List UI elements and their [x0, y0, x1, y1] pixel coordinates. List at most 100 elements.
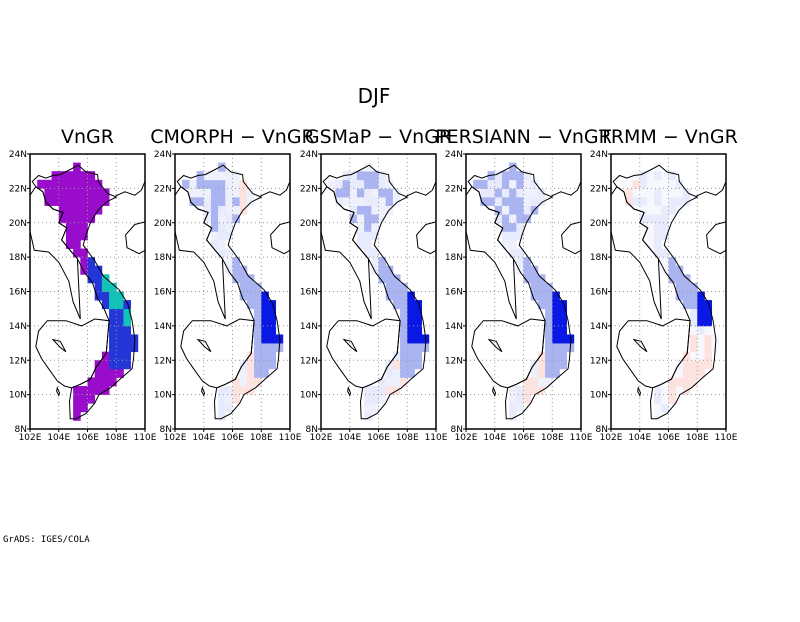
grid-cell: [400, 343, 408, 353]
grid-cell: [371, 171, 379, 181]
grid-cell: [654, 162, 662, 172]
y-tick-label: 12N: [590, 356, 608, 366]
grid-cell: [668, 257, 677, 267]
y-tick-label: 8N: [160, 425, 172, 435]
y-tick-label: 8N: [15, 425, 27, 435]
grid-cell: [232, 257, 241, 267]
grid-cell: [378, 188, 387, 198]
grid-cell: [116, 351, 124, 361]
grid-cell: [239, 368, 248, 378]
grid-cell: [400, 300, 408, 310]
grid-cell: [516, 231, 524, 241]
grid-cell: [480, 188, 488, 198]
grid-cell: [268, 343, 277, 353]
grid-cell: [73, 403, 81, 413]
grid-cell: [80, 386, 88, 396]
grid-cell: [254, 377, 262, 387]
grid-cell: [559, 308, 568, 318]
grid-cell: [80, 248, 88, 258]
grid-cell: [101, 274, 110, 284]
grid-cell: [501, 196, 510, 206]
grid-cell: [364, 248, 372, 258]
grid-cell: [94, 196, 103, 206]
grid-cell: [552, 308, 560, 318]
grid-cell: [239, 377, 248, 387]
grid-cell: [516, 222, 524, 232]
grid-cell: [501, 222, 510, 232]
grid-cell: [371, 188, 379, 198]
grid-cell: [400, 377, 408, 387]
grid-cell: [261, 325, 269, 335]
grid-cell: [516, 179, 524, 189]
grid-cell: [509, 411, 517, 421]
grid-cell: [385, 274, 394, 284]
border-line: [326, 318, 401, 389]
grid-cell: [509, 403, 517, 413]
x-tick-label: 106E: [657, 433, 680, 443]
grid-cell: [268, 317, 277, 327]
grid-cell: [654, 205, 662, 215]
coastlines: [175, 164, 290, 420]
grid-cell: [385, 291, 394, 301]
grid-cell: [704, 351, 713, 361]
grid-cell: [246, 351, 255, 361]
grid-cell: [654, 222, 662, 232]
grid-cell: [552, 334, 560, 344]
panel-0: 102E 104E 106E 108E 110E 8N 10N 12N 14N 16N 18N 20N…: [9, 126, 157, 443]
grid-cell: [494, 205, 503, 215]
grid-cell: [697, 325, 705, 335]
grid-cell: [661, 214, 669, 224]
grid-cell: [392, 377, 401, 387]
grid-cell: [639, 179, 648, 189]
grid-cell: [364, 196, 372, 206]
grid-cell: [654, 196, 662, 206]
grid-cell: [116, 317, 124, 327]
grid-cell: [335, 179, 343, 189]
grid-cell: [378, 196, 387, 206]
grid-cell: [232, 214, 241, 224]
grid-cell: [400, 360, 408, 370]
x-tick-label: 102E: [310, 433, 333, 443]
grid-cell: [392, 282, 401, 292]
grid-cell: [210, 171, 219, 181]
grid-cell: [682, 196, 691, 206]
grid-cell: [371, 257, 379, 267]
grid-cell: [509, 179, 517, 189]
grid-cell: [407, 300, 415, 310]
grid-cell: [87, 171, 96, 181]
grid-cell: [225, 171, 233, 181]
grid-cell: [552, 343, 560, 353]
grid-cell: [501, 214, 510, 224]
grid-cell: [646, 188, 655, 198]
grid-cell: [239, 386, 248, 396]
grid-cell: [414, 334, 423, 344]
grid-cell: [392, 351, 401, 361]
grid-cell: [682, 351, 691, 361]
grid-cell: [392, 196, 401, 206]
grid-cell: [225, 403, 233, 413]
grid-cell: [239, 274, 248, 284]
grid-cell: [73, 214, 81, 224]
grid-cell: [261, 351, 269, 361]
grid-cell: [530, 188, 539, 198]
grid-cell: [661, 231, 669, 241]
grid-cell: [94, 265, 103, 275]
grid-cell: [261, 360, 269, 370]
grid-cell: [254, 334, 262, 344]
grid-cell: [364, 179, 372, 189]
grid-cell: [668, 179, 677, 189]
grid-cell: [210, 231, 219, 241]
grid-cell: [654, 239, 662, 249]
grid-cell: [537, 274, 546, 284]
grid-cell: [80, 403, 88, 413]
grid-cell: [682, 377, 691, 387]
grid-cell: [123, 334, 132, 344]
grid-cell: [400, 325, 408, 335]
grid-cell: [690, 360, 698, 370]
x-tick-label: 104E: [628, 433, 651, 443]
grid-cell: [545, 282, 553, 292]
grid-cell: [523, 205, 532, 215]
grid-cell: [371, 179, 379, 189]
grid-cell: [414, 317, 423, 327]
grid-cell: [239, 360, 248, 370]
